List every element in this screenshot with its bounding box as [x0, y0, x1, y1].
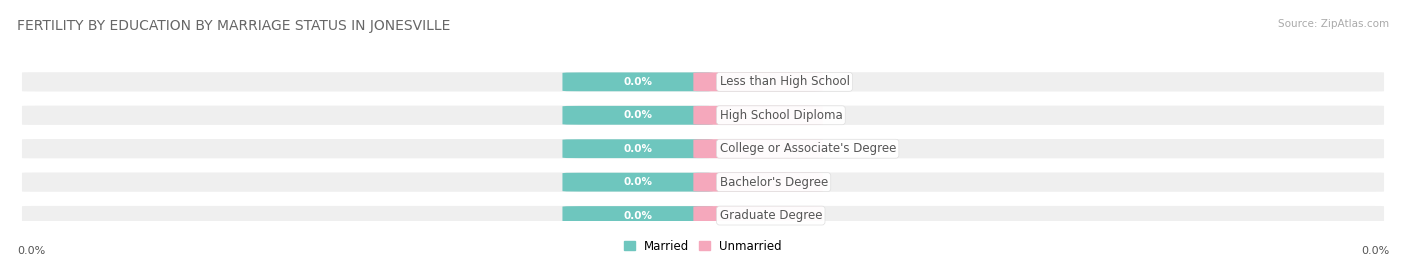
Text: Less than High School: Less than High School	[720, 75, 849, 88]
Text: 0.0%: 0.0%	[623, 211, 652, 221]
FancyBboxPatch shape	[562, 106, 713, 125]
FancyBboxPatch shape	[21, 105, 1385, 126]
FancyBboxPatch shape	[562, 173, 713, 192]
Text: 0.0%: 0.0%	[623, 77, 652, 87]
Text: High School Diploma: High School Diploma	[720, 109, 842, 122]
Text: 0.0%: 0.0%	[17, 246, 45, 256]
Text: 0.0%: 0.0%	[744, 211, 773, 221]
Legend: Married, Unmarried: Married, Unmarried	[624, 240, 782, 253]
FancyBboxPatch shape	[21, 71, 1385, 93]
FancyBboxPatch shape	[21, 138, 1385, 160]
Text: FERTILITY BY EDUCATION BY MARRIAGE STATUS IN JONESVILLE: FERTILITY BY EDUCATION BY MARRIAGE STATU…	[17, 19, 450, 33]
FancyBboxPatch shape	[693, 139, 823, 158]
Text: 0.0%: 0.0%	[623, 144, 652, 154]
Text: 0.0%: 0.0%	[744, 77, 773, 87]
Text: 0.0%: 0.0%	[623, 177, 652, 187]
FancyBboxPatch shape	[693, 106, 823, 125]
Text: 0.0%: 0.0%	[1361, 246, 1389, 256]
FancyBboxPatch shape	[693, 72, 823, 91]
Text: 0.0%: 0.0%	[744, 177, 773, 187]
FancyBboxPatch shape	[21, 205, 1385, 226]
FancyBboxPatch shape	[562, 72, 713, 91]
FancyBboxPatch shape	[562, 206, 713, 225]
Text: 0.0%: 0.0%	[744, 110, 773, 120]
FancyBboxPatch shape	[21, 171, 1385, 193]
Text: 0.0%: 0.0%	[744, 144, 773, 154]
FancyBboxPatch shape	[693, 173, 823, 192]
Text: Graduate Degree: Graduate Degree	[720, 209, 823, 222]
Text: 0.0%: 0.0%	[623, 110, 652, 120]
Text: Bachelor's Degree: Bachelor's Degree	[720, 176, 828, 189]
Text: College or Associate's Degree: College or Associate's Degree	[720, 142, 896, 155]
FancyBboxPatch shape	[693, 206, 823, 225]
Text: Source: ZipAtlas.com: Source: ZipAtlas.com	[1278, 19, 1389, 29]
FancyBboxPatch shape	[562, 139, 713, 158]
